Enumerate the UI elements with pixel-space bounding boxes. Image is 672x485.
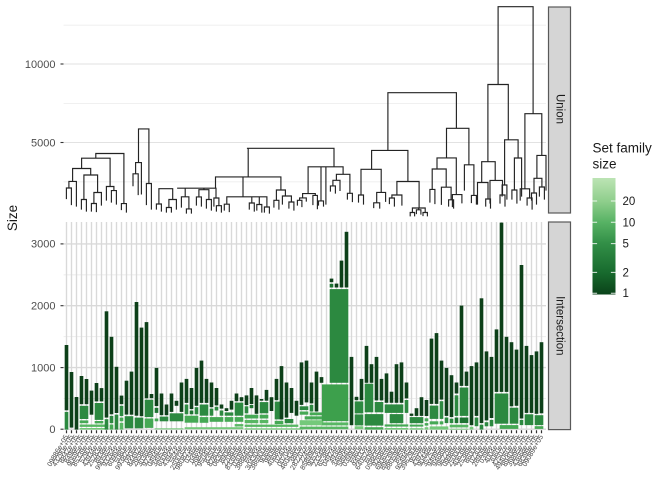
svg-text:2000: 2000 [31,301,55,313]
svg-text:1000: 1000 [31,362,55,374]
svg-text:5000: 5000 [31,137,55,149]
svg-text:20: 20 [623,196,636,208]
svg-text:5: 5 [623,239,629,251]
svg-text:Set family: Set family [593,141,653,156]
svg-text:0: 0 [49,424,55,436]
svg-text:Intersection: Intersection [554,296,566,355]
svg-text:1: 1 [623,288,629,300]
svg-text:10000: 10000 [25,59,56,71]
svg-text:3000: 3000 [31,239,55,251]
svg-text:2: 2 [623,267,629,279]
svg-text:10: 10 [623,217,636,229]
svg-text:size: size [593,157,617,172]
svg-text:Size: Size [5,205,20,231]
svg-text:Union: Union [554,94,566,124]
